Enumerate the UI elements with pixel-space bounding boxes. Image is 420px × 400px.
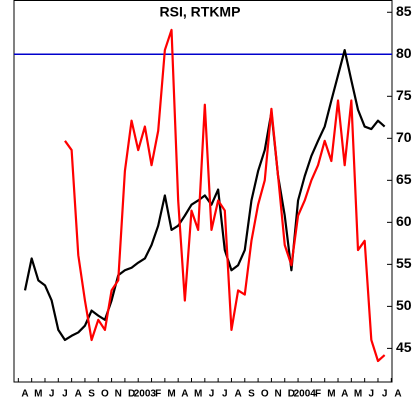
y-tick-label: 65 [396,171,412,187]
x-tick-label: N [115,389,122,400]
series-line [23,48,386,342]
x-tick-label: J [62,389,68,400]
x-tick-label: M [167,389,175,400]
y-tick-label: 70 [396,129,412,145]
x-tick-label: F [155,389,161,400]
x-tick-label: F [315,389,321,400]
x-tick-label: A [21,389,28,400]
y-tick-label: 50 [396,297,412,313]
x-tick-label: N [274,389,281,400]
x-tick-label: 2003 [134,389,157,400]
x-tick-label: A [235,389,242,400]
x-tick-label: O [261,389,269,400]
x-tick-label: A [75,389,82,400]
plot-frame [13,0,393,383]
x-tick-label: A [394,389,401,400]
x-tick-label: A [341,389,348,400]
x-tick-label: M [327,389,335,400]
x-tick-label: J [382,389,388,400]
x-tick-label: D [128,389,135,400]
x-tick-label: S [248,389,255,400]
series-line [64,28,386,363]
x-tick-label: M [194,389,202,400]
y-tick-label: 85 [396,3,412,19]
y-tick-label: 75 [396,87,412,103]
x-tick-label: J [222,389,228,400]
y-tick-label: 60 [396,213,412,229]
y-tick-label: 45 [396,339,412,355]
x-tick-label: J [49,389,55,400]
x-tick-label: O [101,389,109,400]
x-tick-label: A [181,389,188,400]
x-tick-label: M [34,389,42,400]
x-tick-label: M [354,389,362,400]
x-tick-label: S [88,389,95,400]
chart-title: RSI, RTKMP [160,4,241,20]
y-tick-label: 80 [396,45,412,61]
y-tick-label: 55 [396,255,412,271]
x-tick-label: J [369,389,375,400]
x-tick-label: 2004 [294,389,317,400]
x-tick-label: J [209,389,215,400]
x-tick-label: D [288,389,295,400]
